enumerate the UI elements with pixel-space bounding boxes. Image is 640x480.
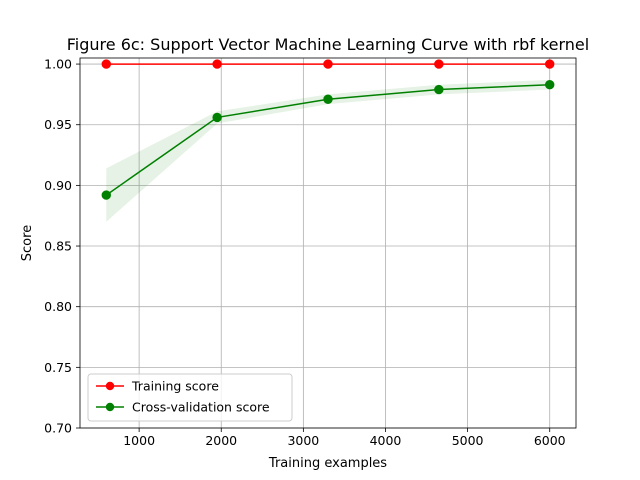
y-tick-label: 0.75 [44, 360, 72, 375]
axes-layer: 1000 2000 3000 4000 5000 6000 0.70 0.75 0.80 0.85… [44, 57, 577, 448]
y-tick-label: 1.00 [44, 57, 72, 72]
x-tick-label: 3000 [287, 433, 319, 448]
series-0-point [545, 59, 555, 69]
legend-box [87, 373, 293, 422]
x-tick-label: 2000 [205, 433, 237, 448]
series-layer [101, 59, 555, 200]
series-0-point [212, 59, 222, 69]
series-0-point [323, 59, 333, 69]
y-tick-label: 0.80 [44, 299, 72, 314]
chart-title: Figure 6c: Support Vector Machine Learni… [67, 35, 589, 54]
legend: Training score Cross-validation score [87, 373, 293, 422]
legend-label-1: Cross-validation score [132, 400, 270, 415]
x-tick-label: 4000 [370, 433, 402, 448]
legend-marker-1 [105, 402, 115, 412]
series-0-point [434, 59, 444, 69]
series-1-point [434, 84, 444, 95]
series-1-point [545, 79, 555, 90]
plot-frame [79, 57, 577, 429]
legend-label-0: Training score [131, 379, 219, 394]
y-tick-label: 0.90 [44, 178, 72, 193]
y-tick-label: 0.85 [44, 239, 72, 254]
y-axis-label: Score [20, 225, 35, 261]
grid-layer [80, 58, 576, 429]
series-1-point [101, 190, 111, 200]
y-tick-label: 0.95 [44, 117, 72, 132]
x-tick-label: 5000 [452, 433, 484, 448]
series-1-point [212, 112, 222, 123]
series-0-point [101, 59, 111, 69]
series-1-point [323, 94, 333, 104]
x-axis-label: Training examples [268, 456, 387, 471]
x-tick-label: 6000 [534, 433, 566, 448]
y-tick-label: 0.70 [44, 421, 72, 436]
x-tick-label: 1000 [123, 433, 155, 448]
legend-marker-0 [105, 381, 115, 391]
